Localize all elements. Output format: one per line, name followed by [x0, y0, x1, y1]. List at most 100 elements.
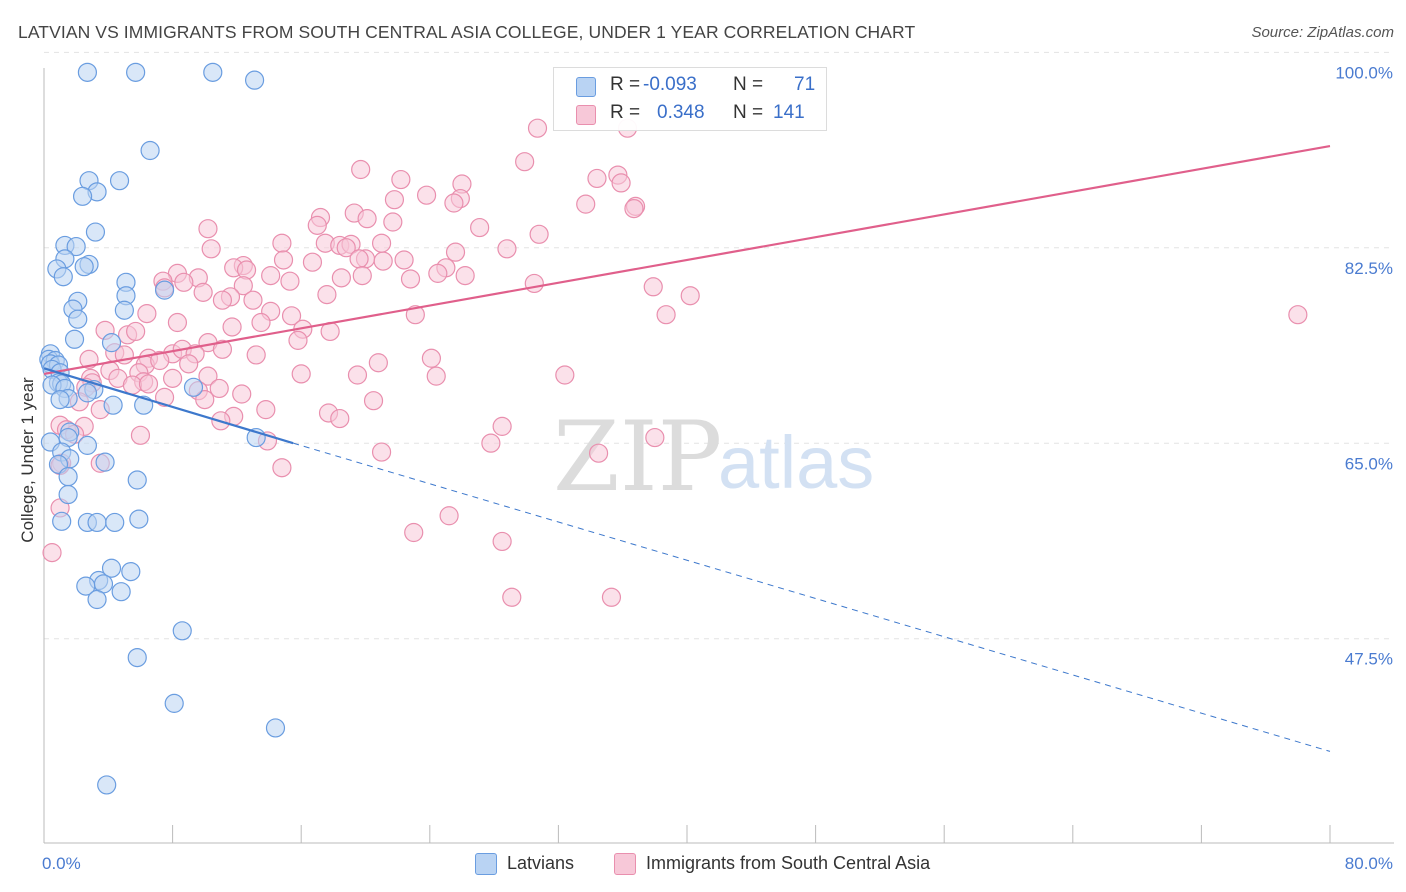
immigrants-point-100 — [347, 365, 368, 385]
y-tick-label-2: 65.0% — [1345, 454, 1393, 473]
tick-labels: 100.0% 82.5% 65.0% 47.5% 0.0% 80.0% — [42, 63, 1393, 873]
immigrants-point-15 — [384, 190, 405, 210]
immigrants-point-79 — [212, 339, 233, 359]
immigrants-point-34 — [273, 250, 294, 270]
immigrants-point-14 — [576, 194, 596, 214]
latvians-point-23 — [68, 309, 88, 329]
immigrants-point-66 — [137, 303, 157, 324]
immigrants-point-61 — [317, 285, 337, 305]
correlation-legend: R = -0.093 N = 71 R = 0.348 N = 141 — [553, 67, 827, 131]
immigrants-point-20 — [383, 212, 403, 232]
immigrants-point-139 — [492, 531, 512, 552]
immigrants-point-94 — [179, 354, 199, 374]
immigrants-point-131 — [588, 443, 609, 463]
immigrants-point-135 — [272, 458, 292, 478]
immigrants-point-2 — [515, 152, 535, 172]
latvians-point-9 — [85, 222, 106, 242]
latvians-trend-extension — [293, 442, 1331, 752]
immigrants-point-142 — [601, 587, 622, 607]
latvians-n-label: N = — [733, 74, 764, 95]
immigrants-point-105 — [122, 375, 143, 395]
watermark-zip: ZIP — [553, 401, 722, 513]
immigrants-point-130 — [371, 442, 392, 462]
immigrants-point-38 — [394, 250, 414, 270]
y-axis-title: College, Under 1 year — [18, 377, 37, 543]
source-label: Source: ZipAtlas.com — [1251, 24, 1394, 41]
latvians-point-51 — [95, 452, 115, 472]
immigrants-point-27 — [272, 233, 292, 253]
latvians-point-16 — [53, 267, 73, 287]
immigrants-point-60 — [193, 282, 213, 302]
immigrants-point-99 — [163, 368, 183, 388]
immigrants-point-18 — [357, 209, 377, 229]
latvians-point-42 — [103, 395, 123, 415]
latvians-point-67 — [87, 589, 107, 610]
immigrants-point-71 — [222, 317, 242, 337]
immigrants-point-124 — [492, 416, 512, 436]
latvians-point-61 — [101, 558, 122, 578]
latvians-point-38 — [77, 383, 98, 403]
latvians-point-54 — [127, 470, 147, 490]
immigrants-point-114 — [363, 391, 384, 411]
immigrants-point-29 — [371, 233, 392, 253]
grid-lines — [44, 51, 1394, 640]
immigrants-r-value: 0.348 — [657, 102, 705, 123]
latvians-swatch — [576, 77, 596, 97]
immigrants-point-97 — [198, 366, 218, 386]
latvians-point-71 — [265, 718, 286, 738]
immigrants-point-28 — [336, 238, 356, 258]
immigrants-swatch — [576, 105, 596, 125]
axes — [43, 68, 1394, 844]
immigrants-point-0 — [527, 118, 548, 138]
immigrants-point-108 — [209, 378, 229, 399]
y-tick-label-1: 82.5% — [1345, 259, 1393, 278]
latvians-point-8 — [72, 186, 93, 206]
immigrants-point-119 — [330, 408, 350, 429]
latvians-point-68 — [172, 621, 192, 641]
immigrants-point-32 — [445, 242, 466, 262]
latvians-point-70 — [164, 693, 184, 713]
immigrants-point-42 — [236, 260, 257, 280]
latvians-point-47 — [77, 435, 98, 455]
immigrants-point-101 — [426, 366, 446, 386]
immigrants-point-31 — [497, 239, 517, 259]
latvians-point-62 — [121, 561, 141, 582]
immigrants-point-91 — [150, 350, 170, 371]
immigrants-point-76 — [126, 321, 146, 342]
latvians-point-59 — [105, 512, 125, 533]
latvians-point-25 — [101, 333, 122, 353]
immigrants-point-87 — [368, 353, 388, 373]
latvians-point-22 — [114, 300, 134, 320]
immigrants-point-126 — [130, 425, 151, 445]
immigrants-point-46 — [261, 266, 281, 286]
x-tick-label-0: 0.0% — [42, 854, 81, 873]
immigrants-point-67 — [281, 306, 302, 326]
immigrants-point-68 — [656, 305, 676, 325]
immigrants-point-102 — [555, 365, 575, 385]
latvians-point-39 — [183, 377, 204, 397]
latvians-point-11 — [66, 236, 86, 257]
immigrants-point-50 — [400, 269, 421, 289]
bottom-latvians-swatch — [475, 853, 497, 875]
immigrants-r-label: R = — [610, 102, 641, 123]
immigrants-point-128 — [481, 433, 501, 453]
immigrants-point-116 — [256, 400, 276, 420]
latvians-point-3 — [244, 70, 265, 90]
immigrants-point-140 — [42, 543, 62, 563]
immigrants-n-label: N = — [733, 102, 764, 123]
immigrants-point-6 — [587, 168, 607, 189]
immigrants-point-7 — [611, 173, 631, 193]
y-tick-label-0: 100.0% — [1335, 63, 1393, 82]
latvians-points — [39, 62, 286, 795]
immigrants-point-88 — [79, 349, 99, 369]
immigrants-point-77 — [288, 330, 308, 350]
latvians-point-24 — [64, 329, 85, 349]
immigrants-point-30 — [201, 239, 221, 259]
latvians-point-0 — [77, 62, 98, 82]
latvians-point-69 — [127, 647, 147, 668]
immigrants-point-69 — [251, 312, 271, 333]
immigrants-n-value: 141 — [773, 102, 805, 123]
immigrants-point-12 — [444, 193, 464, 213]
immigrants-trend-line — [43, 144, 1331, 375]
